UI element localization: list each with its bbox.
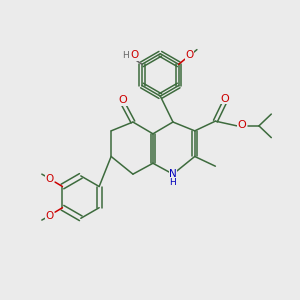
Text: O: O xyxy=(118,95,127,105)
Text: O: O xyxy=(46,211,54,221)
Text: H: H xyxy=(169,178,176,187)
Text: O: O xyxy=(46,174,54,184)
Text: N: N xyxy=(169,169,177,179)
Text: O: O xyxy=(130,50,139,60)
Text: O: O xyxy=(220,94,229,104)
Text: O: O xyxy=(238,120,247,130)
Text: O: O xyxy=(186,50,194,61)
Text: H: H xyxy=(122,51,128,60)
